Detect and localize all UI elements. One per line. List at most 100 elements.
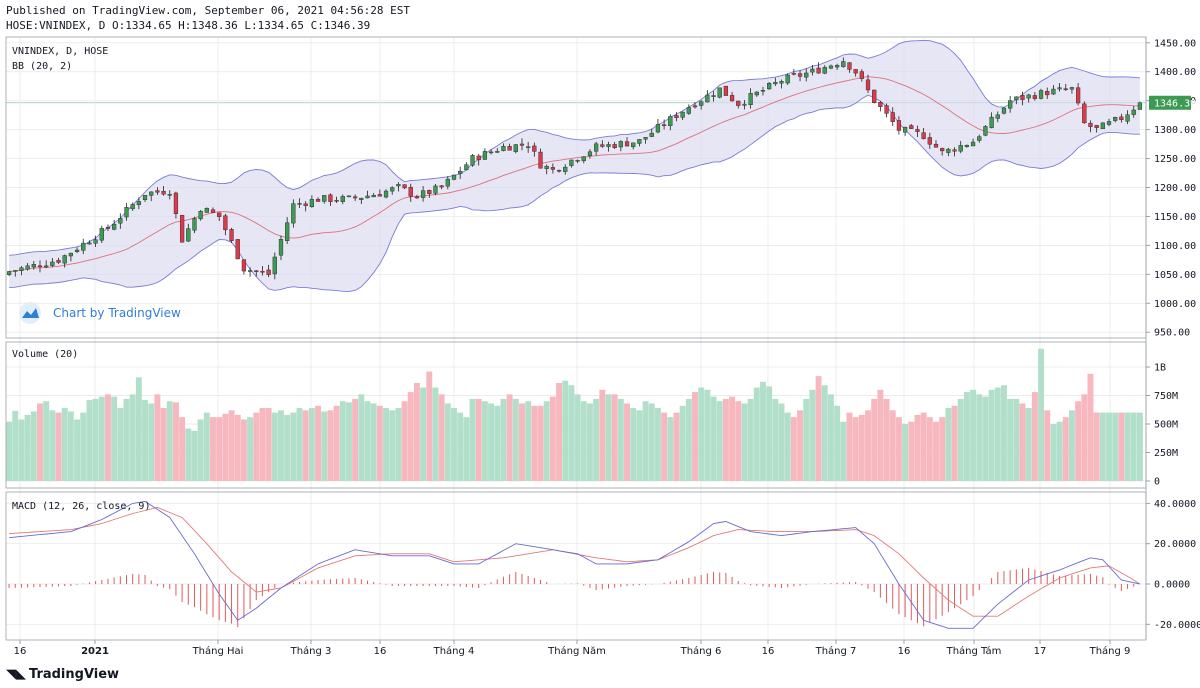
candle	[1137, 101, 1143, 110]
candle	[328, 193, 333, 206]
volume-bar	[185, 428, 192, 481]
volume-bar	[154, 394, 161, 481]
price-tick-label: 1250.00	[1154, 154, 1196, 165]
candle	[779, 79, 784, 89]
candle	[723, 85, 729, 96]
volume-bar	[1056, 421, 1063, 481]
volume-bar	[253, 412, 260, 481]
candle-body	[711, 95, 716, 97]
candle	[315, 197, 321, 202]
candle-body	[902, 126, 908, 133]
candle	[365, 190, 370, 199]
candle-body	[692, 105, 698, 108]
candle-body	[1119, 116, 1124, 120]
candle-body	[513, 144, 518, 152]
volume-bar	[216, 417, 223, 481]
candle-body	[470, 155, 475, 166]
candle-body	[340, 196, 345, 202]
volume-bar	[778, 403, 785, 481]
candle-body	[983, 126, 988, 136]
volume-bar	[86, 400, 93, 481]
candle-body	[538, 151, 543, 169]
candle	[686, 104, 691, 115]
candle-body	[1100, 122, 1105, 130]
volume-bar	[494, 405, 501, 481]
candle-body	[1038, 90, 1044, 99]
volume-bar	[624, 403, 630, 481]
volume-bar	[67, 411, 74, 481]
candle-body	[544, 165, 549, 169]
candle	[612, 141, 617, 149]
candle	[921, 128, 926, 140]
volume-bar	[574, 394, 581, 481]
candle	[822, 65, 827, 75]
volume-bar	[580, 401, 587, 481]
candle-body	[56, 260, 61, 263]
candle	[44, 260, 49, 269]
candle-body	[118, 218, 123, 224]
candle-body	[130, 204, 135, 210]
pane-frames	[5, 36, 1147, 641]
candle	[1008, 95, 1013, 113]
candle	[303, 201, 308, 212]
candle-body	[402, 184, 407, 189]
candle-body	[285, 222, 290, 241]
candle	[835, 63, 840, 70]
candle-body	[192, 218, 197, 231]
candle	[414, 194, 420, 199]
candle	[291, 199, 296, 228]
volume-bar	[308, 408, 315, 481]
candle	[155, 187, 160, 195]
candle	[223, 213, 228, 236]
candle	[927, 132, 932, 149]
candle	[909, 123, 914, 129]
candle	[736, 100, 741, 109]
volume-bar	[512, 398, 519, 481]
time-tick-label: Tháng Hai	[192, 645, 244, 657]
candle-body	[1125, 114, 1130, 122]
time-tick-label: Tháng Tám	[946, 645, 1002, 657]
candle	[507, 143, 512, 151]
candle-body	[278, 239, 284, 256]
volume-bar	[766, 386, 773, 481]
candle	[346, 195, 352, 198]
macd-label: MACD (12, 26, close, 9)	[12, 501, 150, 512]
volume-tick-label: 750M	[1154, 391, 1178, 402]
candle-body	[661, 124, 667, 126]
candle	[587, 149, 593, 159]
watermark-logo-icon	[19, 302, 41, 324]
candle	[81, 238, 86, 255]
volume-bar	[605, 394, 612, 481]
time-tick-label: Tháng 9	[1089, 645, 1131, 657]
volume-bar	[914, 414, 921, 481]
candle	[1038, 88, 1044, 100]
candle-body	[618, 141, 623, 148]
volume-bar	[135, 377, 142, 481]
volume-label: Volume (20)	[12, 349, 78, 360]
volume-bar	[871, 398, 878, 481]
candle	[940, 147, 945, 156]
footer-brand[interactable]: ◥◣ TradingView	[6, 667, 119, 682]
candle	[1045, 87, 1050, 100]
candle-body	[359, 197, 364, 200]
candle	[1032, 92, 1037, 101]
volume-bar	[451, 408, 457, 481]
candle	[767, 81, 772, 90]
macd-signal-line	[9, 506, 1141, 617]
volume-bar	[401, 401, 408, 481]
volume-bar	[926, 417, 933, 481]
candle-body	[686, 107, 691, 114]
volume-bar	[1044, 410, 1051, 481]
candle	[1113, 116, 1118, 123]
candle	[705, 90, 710, 103]
volume-bar	[457, 412, 464, 481]
volume-bar	[166, 401, 173, 481]
candle-body	[835, 65, 840, 68]
candle	[556, 169, 562, 173]
candle	[1051, 85, 1056, 95]
price-candles	[6, 57, 1143, 280]
candle	[254, 270, 259, 277]
volume-bar	[556, 382, 563, 481]
watermark-text: Chart by TradingView	[53, 306, 181, 320]
candle-body	[50, 261, 55, 266]
